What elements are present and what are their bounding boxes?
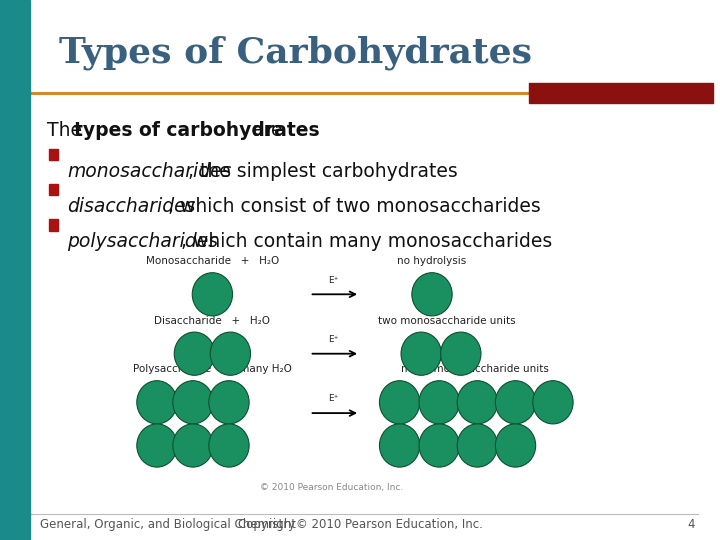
Bar: [49, 184, 58, 195]
Ellipse shape: [137, 424, 177, 467]
Text: no hydrolysis: no hydrolysis: [397, 256, 467, 266]
Text: Types of Carbohydrates: Types of Carbohydrates: [59, 35, 532, 70]
Text: Copyright© 2010 Pearson Education, Inc.: Copyright© 2010 Pearson Education, Inc.: [238, 518, 482, 531]
Text: The: The: [47, 122, 88, 140]
Ellipse shape: [192, 273, 233, 316]
Ellipse shape: [495, 381, 536, 424]
Text: , the simplest carbohydrates: , the simplest carbohydrates: [188, 162, 458, 181]
Text: Disaccharide   +   H₂O: Disaccharide + H₂O: [154, 315, 271, 326]
Text: disaccharides: disaccharides: [67, 197, 195, 216]
Text: E⁺: E⁺: [328, 394, 338, 403]
Ellipse shape: [173, 381, 213, 424]
Ellipse shape: [419, 424, 459, 467]
Text: Polysaccharide   +   many H₂O: Polysaccharide + many H₂O: [133, 364, 292, 374]
Ellipse shape: [210, 332, 251, 375]
Ellipse shape: [441, 332, 481, 375]
Ellipse shape: [173, 424, 213, 467]
Ellipse shape: [209, 381, 249, 424]
Bar: [0, 0, 30, 540]
Ellipse shape: [457, 424, 498, 467]
Bar: [49, 219, 58, 231]
Ellipse shape: [174, 332, 215, 375]
Text: monosaccharides: monosaccharides: [67, 162, 231, 181]
Text: Monosaccharide   +   H₂O: Monosaccharide + H₂O: [145, 256, 279, 266]
Ellipse shape: [379, 424, 420, 467]
Ellipse shape: [379, 381, 420, 424]
Text: 4: 4: [688, 518, 695, 531]
Text: E⁺: E⁺: [328, 275, 338, 285]
Ellipse shape: [495, 424, 536, 467]
Text: , which contain many monosaccharides: , which contain many monosaccharides: [181, 232, 552, 251]
Text: are: are: [246, 122, 282, 140]
Text: E⁺: E⁺: [328, 335, 338, 344]
Text: , which consist of two monosaccharides: , which consist of two monosaccharides: [168, 197, 541, 216]
Text: types of carbohydrates: types of carbohydrates: [74, 122, 320, 140]
Text: two monosaccharide units: two monosaccharide units: [377, 315, 516, 326]
Ellipse shape: [209, 424, 249, 467]
Text: many monosaccharide units: many monosaccharide units: [401, 364, 549, 374]
Ellipse shape: [457, 381, 498, 424]
Bar: [529, 83, 713, 103]
Ellipse shape: [401, 332, 441, 375]
Text: General, Organic, and Biological Chemistry: General, Organic, and Biological Chemist…: [40, 518, 295, 531]
Ellipse shape: [533, 381, 573, 424]
Text: © 2010 Pearson Education, Inc.: © 2010 Pearson Education, Inc.: [260, 483, 402, 491]
Ellipse shape: [137, 381, 177, 424]
Ellipse shape: [412, 273, 452, 316]
Ellipse shape: [419, 381, 459, 424]
Text: polysaccharides: polysaccharides: [67, 232, 218, 251]
Bar: [49, 148, 58, 160]
